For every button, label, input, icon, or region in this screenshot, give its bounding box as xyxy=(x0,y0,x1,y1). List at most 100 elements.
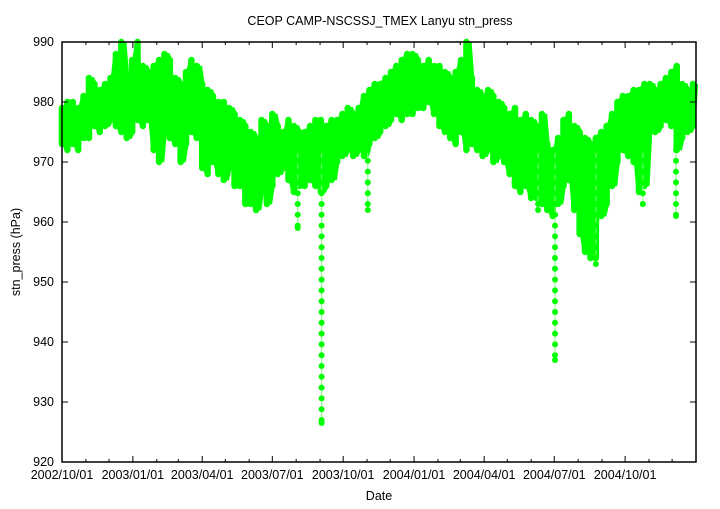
data-point xyxy=(592,201,599,207)
data-point xyxy=(552,309,559,315)
data-point xyxy=(552,276,559,283)
x-axis-label: Date xyxy=(366,489,392,503)
data-point-min xyxy=(294,225,301,231)
data-point xyxy=(294,201,301,207)
data-point xyxy=(318,330,325,337)
data-point xyxy=(318,341,325,348)
data-point xyxy=(318,406,325,413)
data-point xyxy=(552,298,559,305)
data-point xyxy=(318,222,325,229)
data-point xyxy=(672,201,679,207)
data-point xyxy=(318,211,325,218)
x-tick-label: 2003/04/01 xyxy=(171,468,234,482)
data-point xyxy=(639,157,646,164)
y-tick-label: 950 xyxy=(33,275,54,289)
data-point xyxy=(592,244,599,251)
x-tick-label: 2003/07/01 xyxy=(241,468,304,482)
data-point xyxy=(318,147,325,153)
data-point xyxy=(672,157,679,164)
data-point xyxy=(552,265,559,272)
data-point xyxy=(364,157,371,164)
data-point xyxy=(535,147,542,153)
data-point xyxy=(592,222,599,229)
data-point xyxy=(552,190,559,197)
data-point xyxy=(364,201,371,207)
data-point xyxy=(592,157,599,164)
data-point xyxy=(552,341,559,348)
data-point xyxy=(552,319,559,326)
data-point xyxy=(535,190,542,197)
data-point xyxy=(552,255,559,261)
data-point xyxy=(639,147,646,153)
data-line xyxy=(59,41,699,261)
chart-title: CEOP CAMP-NSCSSJ_TMEX Lanyu stn_press xyxy=(247,14,512,28)
data-point xyxy=(294,190,301,197)
data-point xyxy=(294,157,301,164)
data-point xyxy=(318,373,325,380)
data-point xyxy=(592,255,599,261)
data-point xyxy=(552,244,559,251)
data-point xyxy=(535,157,542,164)
data-point xyxy=(318,168,325,175)
x-tick-label: 2004/04/01 xyxy=(453,468,516,482)
data-point xyxy=(552,179,559,186)
plot-frame xyxy=(61,41,697,463)
data-point xyxy=(318,201,325,207)
data-point-min xyxy=(592,261,599,267)
x-tick-label: 2002/10/01 xyxy=(31,468,94,482)
data-point xyxy=(552,211,559,218)
data-point xyxy=(318,276,325,283)
data-point xyxy=(552,233,559,240)
data-point-min xyxy=(364,207,371,213)
x-tick-label: 2004/07/01 xyxy=(523,468,586,482)
data-point xyxy=(672,168,679,175)
data-point xyxy=(592,179,599,186)
data-point xyxy=(294,147,301,153)
data-point xyxy=(318,233,325,240)
data-point xyxy=(552,287,559,294)
data-point xyxy=(318,244,325,251)
data-point xyxy=(592,168,599,175)
x-tick-label: 2003/01/01 xyxy=(102,468,165,482)
data-point xyxy=(294,168,301,175)
data-point-min xyxy=(318,420,325,426)
data-point xyxy=(318,319,325,326)
y-tick-label: 980 xyxy=(33,95,54,109)
data-marks xyxy=(58,38,699,426)
data-point xyxy=(592,233,599,240)
data-point xyxy=(364,179,371,186)
data-point xyxy=(552,168,559,175)
y-tick-label: 920 xyxy=(33,455,54,469)
data-point xyxy=(318,298,325,305)
data-point xyxy=(535,168,542,175)
data-point xyxy=(639,179,646,186)
data-point xyxy=(552,147,559,153)
data-point xyxy=(318,190,325,197)
data-point-min xyxy=(535,207,542,213)
data-point xyxy=(639,168,646,175)
data-point xyxy=(592,147,599,153)
data-point xyxy=(318,309,325,315)
data-point-min xyxy=(639,201,646,207)
data-point xyxy=(294,211,301,218)
y-tick-label: 940 xyxy=(33,335,54,349)
data-point xyxy=(552,201,559,207)
data-point xyxy=(318,352,325,359)
data-point xyxy=(364,168,371,175)
x-tick-label: 2004/01/01 xyxy=(383,468,446,482)
data-point xyxy=(318,265,325,272)
data-point xyxy=(592,190,599,197)
x-tick-label: 2004/10/01 xyxy=(594,468,657,482)
data-point-min xyxy=(552,357,559,363)
data-point xyxy=(552,222,559,229)
data-point xyxy=(364,147,371,153)
data-point xyxy=(672,190,679,197)
x-tick-label: 2003/10/01 xyxy=(312,468,375,482)
data-point xyxy=(639,190,646,197)
data-point xyxy=(294,179,301,186)
data-point-min xyxy=(672,213,679,219)
data-point xyxy=(552,330,559,337)
axes: 920 930 940 950 960 970 980 990 2002/10/01 2003/0… xyxy=(31,35,697,482)
data-point xyxy=(318,157,325,164)
